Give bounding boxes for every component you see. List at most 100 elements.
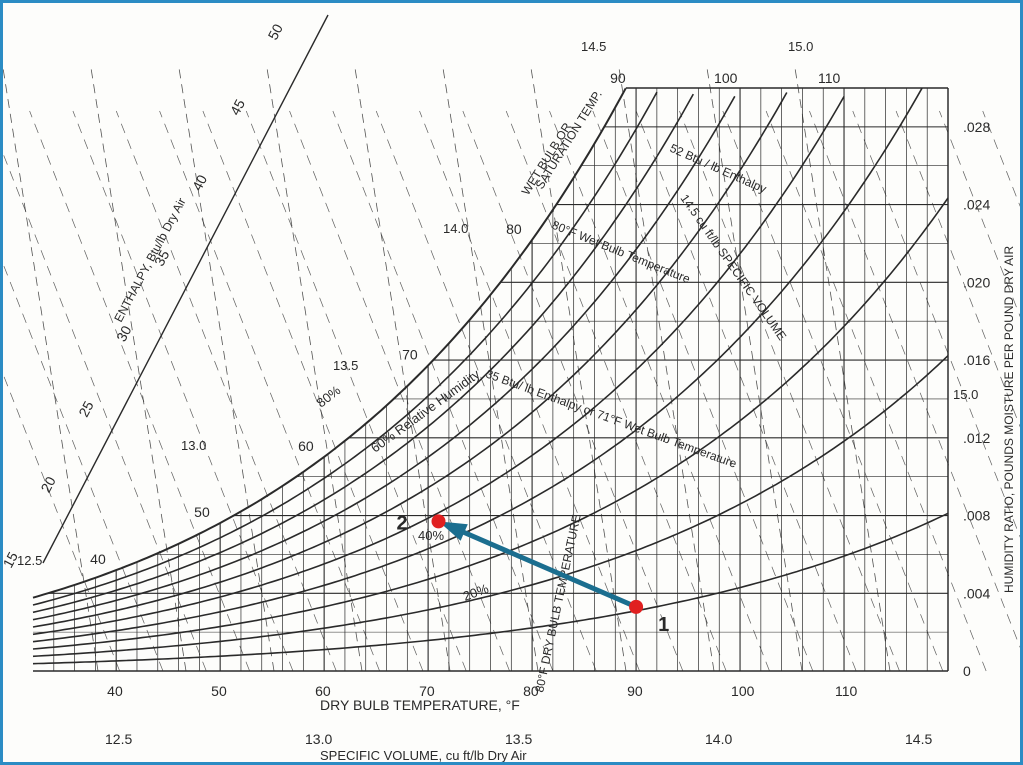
chart-lines bbox=[3, 14, 1020, 672]
y-tick-label: .008 bbox=[963, 508, 990, 524]
specific-volume-line bbox=[706, 67, 803, 672]
state-point-label: 1 bbox=[658, 614, 669, 636]
specific-volume-line bbox=[3, 67, 99, 672]
specific-volume-chart-label: 15.0 bbox=[788, 39, 813, 54]
wet-bulb-tick-label: 60 bbox=[298, 438, 314, 454]
rh-label: 60% Relative Humidity bbox=[368, 366, 483, 455]
specific-volume-tick-label: 14.0 bbox=[705, 731, 732, 747]
state-point-label: 2 bbox=[397, 512, 408, 534]
chart-annotation: 35 Btu/ lb Enthalpy or 71°F Wet Bulb Tem… bbox=[484, 367, 739, 471]
x-tick-label: 60 bbox=[315, 683, 331, 699]
rh-curve bbox=[32, 92, 788, 628]
enthalpy-line bbox=[852, 110, 1020, 538]
enthalpy-line bbox=[245, 110, 467, 672]
enthalpy-line bbox=[679, 110, 900, 672]
state-point-marker bbox=[431, 514, 446, 529]
wet-bulb-tick-label: 70 bbox=[402, 346, 418, 362]
rh-label: 80% bbox=[314, 382, 344, 410]
y-tick-label: .024 bbox=[963, 197, 990, 213]
enthalpy-scale-line bbox=[42, 14, 329, 564]
specific-volume-axis-label: SPECIFIC VOLUME, cu ft/lb Dry Air bbox=[320, 748, 527, 762]
specific-volume-line bbox=[266, 67, 363, 672]
wet-bulb-tick-label: 110 bbox=[818, 70, 841, 86]
enthalpy-tick-label: 50 bbox=[265, 21, 287, 42]
specific-volume-tick-label: 13.5 bbox=[505, 731, 532, 747]
specific-volume-chart-label: 13.5 bbox=[333, 358, 358, 373]
state-point-marker bbox=[629, 599, 644, 614]
x-tick-label: 110 bbox=[835, 683, 858, 699]
saturation-temp-label: SATURATION TEMP. bbox=[533, 88, 605, 192]
x-tick-label: 90 bbox=[627, 683, 643, 699]
wet-bulb-tick-label: 80 bbox=[506, 221, 522, 237]
enthalpy-line bbox=[505, 110, 727, 672]
x-tick-label: 80 bbox=[523, 683, 539, 699]
specific-volume-tick-label: 14.5 bbox=[905, 731, 932, 747]
process-arrow-shaft bbox=[448, 523, 638, 610]
enthalpy-tick-label: 20 bbox=[37, 474, 59, 495]
x-tick-label: 40 bbox=[107, 683, 123, 699]
enthalpy-line bbox=[3, 373, 120, 672]
enthalpy-line bbox=[419, 110, 640, 672]
y-tick-label: .020 bbox=[963, 274, 990, 290]
enthalpy-line bbox=[592, 110, 814, 672]
enthalpy-line bbox=[289, 110, 510, 672]
rh-label: 40% bbox=[418, 528, 444, 543]
specific-volume-chart-label: 12.5 bbox=[17, 553, 42, 568]
rh-curve bbox=[32, 91, 658, 606]
specific-volume-tick-label: 12.5 bbox=[105, 731, 132, 747]
process-arrow-head bbox=[438, 521, 468, 541]
specific-volume-line bbox=[90, 67, 187, 672]
specific-volume-line bbox=[794, 67, 891, 672]
x-tick-label: 50 bbox=[211, 683, 227, 699]
rh-curve bbox=[32, 355, 949, 658]
rh-curve bbox=[32, 512, 949, 665]
wet-bulb-tick-label: 100 bbox=[714, 70, 738, 86]
enthalpy-line bbox=[462, 110, 684, 672]
chart-annotation: 14.5 cu ft/lb SPECIFIC VOLUME bbox=[678, 192, 790, 343]
x-tick-label: 100 bbox=[731, 683, 755, 699]
enthalpy-line bbox=[3, 262, 164, 672]
specific-volume-line bbox=[178, 67, 275, 672]
x-tick-label: 70 bbox=[419, 683, 435, 699]
x-axis-label: DRY BULB TEMPERATURE, °F bbox=[320, 697, 520, 713]
y-tick-label: .004 bbox=[963, 585, 990, 601]
rh-curve bbox=[32, 96, 845, 636]
specific-volume-chart-label: 14.0 bbox=[443, 221, 468, 236]
y-tick-label: .012 bbox=[963, 430, 990, 446]
y-axis-label: HUMIDITY RATIO, POUNDS MOISTURE PER POUN… bbox=[1002, 246, 1016, 593]
rh-curve bbox=[32, 93, 694, 614]
enthalpy-tick-label: 25 bbox=[75, 398, 97, 419]
enthalpy-line bbox=[72, 110, 294, 672]
y-tick-label: 0 bbox=[963, 663, 971, 679]
enthalpy-line bbox=[549, 110, 770, 672]
enthalpy-line bbox=[939, 110, 1020, 318]
specific-volume-line bbox=[354, 67, 451, 672]
rh-curve bbox=[32, 95, 736, 621]
wet-bulb-tick-label: 40 bbox=[90, 551, 106, 567]
specific-volume-line bbox=[618, 67, 715, 672]
enthalpy-tick-label: 40 bbox=[189, 172, 211, 193]
chart-annotation: 80°F DRY BULB TEMPERATURE bbox=[532, 513, 583, 693]
rh-curve bbox=[32, 87, 923, 643]
enthalpy-tick-label: 35 bbox=[151, 247, 173, 268]
enthalpy-line bbox=[29, 110, 250, 672]
specific-volume-chart-label: 15.0 bbox=[953, 387, 978, 402]
enthalpy-line bbox=[332, 110, 554, 672]
specific-volume-chart-label: 13.0 bbox=[181, 438, 206, 453]
rh-label: 20% bbox=[461, 581, 491, 604]
wet-bulb-tick-label: 90 bbox=[610, 70, 626, 86]
specific-volume-tick-label: 13.0 bbox=[305, 731, 332, 747]
y-tick-label: .028 bbox=[963, 119, 990, 135]
enthalpy-tick-label: 30 bbox=[113, 323, 135, 344]
y-tick-label: .016 bbox=[963, 352, 990, 368]
enthalpy-line bbox=[3, 152, 207, 672]
specific-volume-chart-label: 14.5 bbox=[581, 39, 606, 54]
enthalpy-line bbox=[159, 110, 380, 672]
enthalpy-line bbox=[375, 110, 597, 672]
rh-curve bbox=[32, 197, 949, 650]
enthalpy-line bbox=[115, 110, 337, 672]
enthalpy-tick-label: 45 bbox=[227, 96, 249, 117]
wet-bulb-tick-label: 50 bbox=[194, 504, 210, 520]
